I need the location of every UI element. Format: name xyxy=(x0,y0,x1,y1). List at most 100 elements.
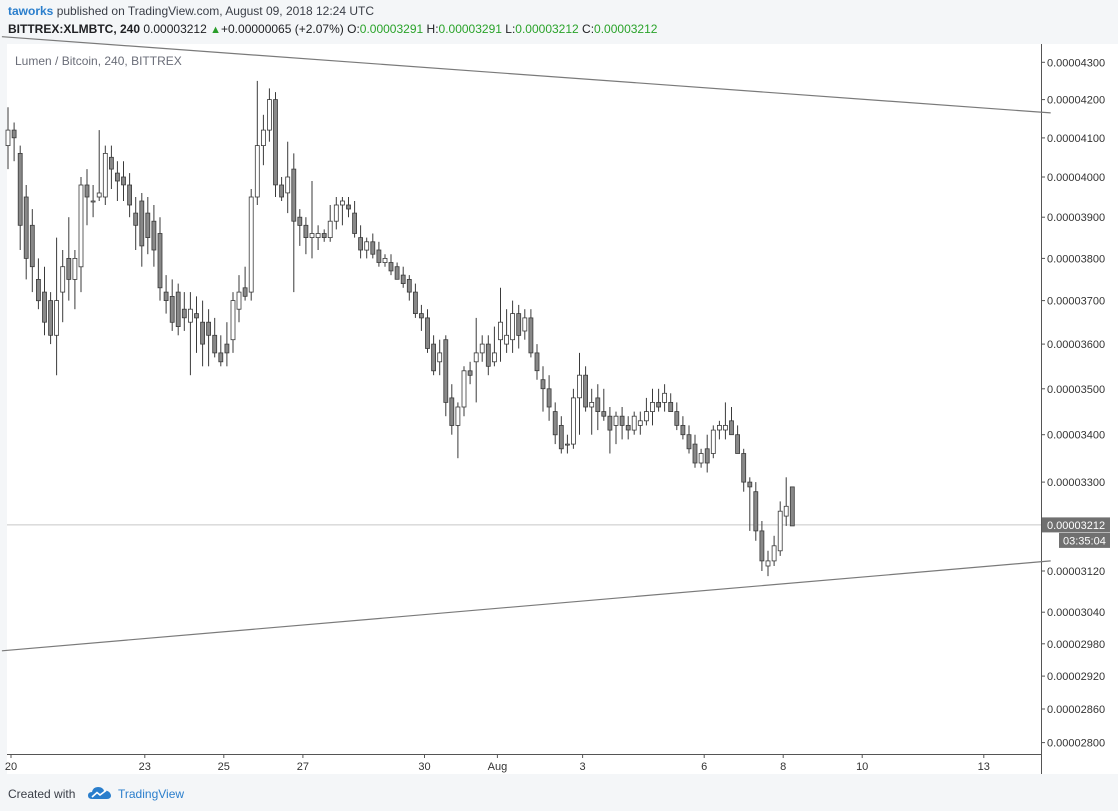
candle[interactable] xyxy=(753,482,759,541)
trendline[interactable] xyxy=(1,560,1051,652)
candle[interactable] xyxy=(273,92,278,197)
candle[interactable] xyxy=(102,145,108,205)
candle[interactable] xyxy=(449,384,455,435)
candle[interactable] xyxy=(789,486,795,527)
candle[interactable] xyxy=(242,266,248,301)
candle[interactable] xyxy=(783,477,789,526)
candle[interactable] xyxy=(248,189,254,301)
candle[interactable] xyxy=(11,122,17,162)
price-axis[interactable] xyxy=(1041,44,1118,774)
candle[interactable] xyxy=(637,411,643,435)
candle[interactable] xyxy=(662,384,667,412)
candle[interactable] xyxy=(516,304,522,349)
candle[interactable] xyxy=(455,402,461,459)
candle[interactable] xyxy=(303,217,309,255)
candle[interactable] xyxy=(218,335,224,367)
candle[interactable] xyxy=(72,250,78,310)
candle[interactable] xyxy=(504,309,510,353)
candle[interactable] xyxy=(717,420,722,440)
candle[interactable] xyxy=(364,237,370,259)
candle[interactable] xyxy=(534,344,540,380)
candle[interactable] xyxy=(571,388,576,449)
candle[interactable] xyxy=(771,535,777,566)
candle[interactable] xyxy=(619,407,625,440)
time-axis[interactable] xyxy=(7,754,1041,774)
candle[interactable] xyxy=(528,309,534,358)
candle[interactable] xyxy=(309,181,315,259)
candle[interactable] xyxy=(382,254,388,267)
candle[interactable] xyxy=(254,80,260,205)
candle[interactable] xyxy=(710,425,716,459)
candle[interactable] xyxy=(54,237,59,376)
candle[interactable] xyxy=(370,233,376,259)
plot-area[interactable] xyxy=(7,44,1041,754)
candle[interactable] xyxy=(485,335,491,376)
candle[interactable] xyxy=(759,521,765,571)
candle[interactable] xyxy=(406,275,412,301)
candle[interactable] xyxy=(613,411,619,445)
candle[interactable] xyxy=(175,283,181,336)
candle[interactable] xyxy=(558,416,564,454)
candle[interactable] xyxy=(735,425,740,454)
candle[interactable] xyxy=(260,114,266,166)
candle[interactable] xyxy=(589,388,595,435)
candle[interactable] xyxy=(206,309,212,367)
candle[interactable] xyxy=(498,287,503,362)
candle[interactable] xyxy=(200,300,206,367)
candle[interactable] xyxy=(163,275,169,314)
candle[interactable] xyxy=(394,262,400,280)
candle[interactable] xyxy=(607,407,613,454)
candle[interactable] xyxy=(400,266,406,288)
candle[interactable] xyxy=(747,477,753,531)
candle[interactable] xyxy=(157,217,163,301)
candle[interactable] xyxy=(479,335,485,362)
candle[interactable] xyxy=(723,402,728,440)
candle[interactable] xyxy=(680,416,686,440)
candle[interactable] xyxy=(765,550,771,577)
candle[interactable] xyxy=(467,361,473,385)
candle[interactable] xyxy=(5,107,11,170)
candle[interactable] xyxy=(36,258,41,310)
candle[interactable] xyxy=(473,317,479,403)
candle[interactable] xyxy=(491,326,497,367)
candle[interactable] xyxy=(437,339,443,376)
candle[interactable] xyxy=(777,501,783,556)
candle[interactable] xyxy=(109,145,114,189)
candle[interactable] xyxy=(425,309,430,353)
candle[interactable] xyxy=(656,388,661,412)
candle[interactable] xyxy=(650,388,655,426)
candle[interactable] xyxy=(212,317,218,358)
candle[interactable] xyxy=(346,197,351,218)
candle[interactable] xyxy=(78,177,84,293)
candle[interactable] xyxy=(443,335,449,417)
candle[interactable] xyxy=(127,173,132,218)
candle[interactable] xyxy=(631,411,637,435)
candle[interactable] xyxy=(151,205,157,267)
candle[interactable] xyxy=(418,304,424,331)
candle[interactable] xyxy=(29,209,35,293)
candle[interactable] xyxy=(376,241,382,267)
candle[interactable] xyxy=(540,366,546,412)
candle[interactable] xyxy=(704,434,710,473)
candle[interactable] xyxy=(692,434,698,468)
candle[interactable] xyxy=(388,254,394,276)
candle[interactable] xyxy=(644,397,649,426)
candle[interactable] xyxy=(181,292,187,331)
candle[interactable] xyxy=(595,384,601,431)
candle[interactable] xyxy=(333,197,339,230)
candle[interactable] xyxy=(729,407,734,436)
candle[interactable] xyxy=(741,448,747,492)
candle[interactable] xyxy=(565,434,570,454)
candle[interactable] xyxy=(121,161,126,201)
author-link[interactable]: taworks xyxy=(8,4,54,18)
candle[interactable] xyxy=(601,388,607,421)
candle[interactable] xyxy=(115,161,120,201)
candle[interactable] xyxy=(187,292,193,376)
candle[interactable] xyxy=(145,197,151,255)
candle[interactable] xyxy=(625,416,631,440)
tradingview-link[interactable]: TradingView xyxy=(118,787,185,801)
candle[interactable] xyxy=(358,225,364,259)
candle[interactable] xyxy=(291,153,297,293)
candle[interactable] xyxy=(266,88,272,142)
candle[interactable] xyxy=(321,229,327,242)
